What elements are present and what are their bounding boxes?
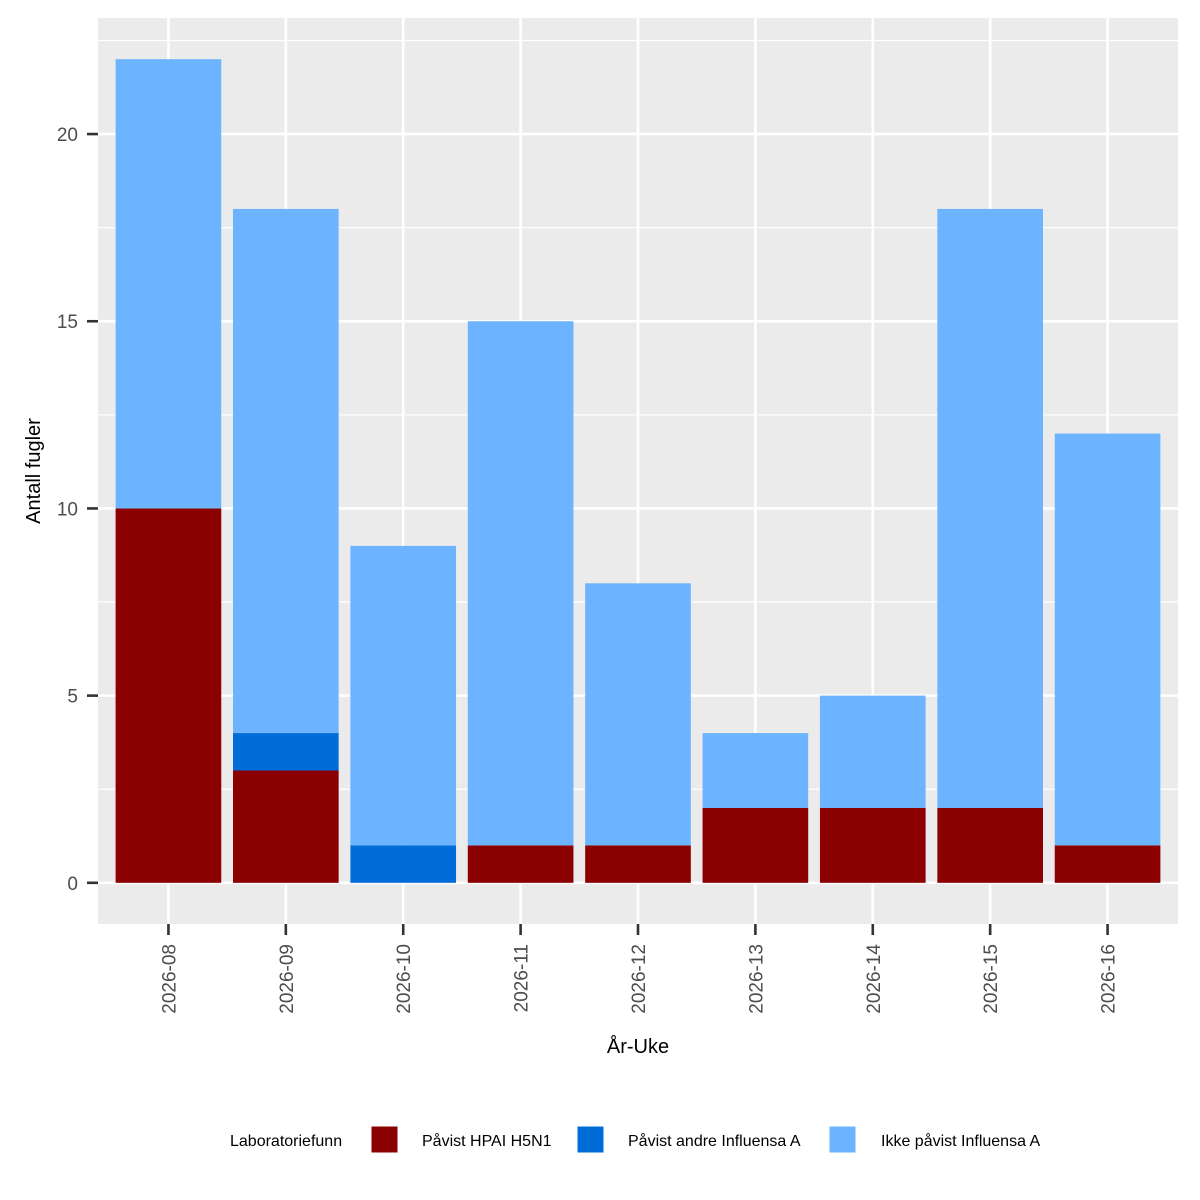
bar-2026-09-p-vist-hpai-h5n1: [233, 770, 339, 883]
bar-2026-15-p-vist-hpai-h5n1: [937, 807, 1043, 883]
bar-2026-14-p-vist-hpai-h5n1: [819, 807, 926, 883]
bar-2026-13-p-vist-hpai-h5n1: [702, 807, 809, 883]
x-tick-label: 2026-09: [277, 944, 298, 1014]
bar-2026-09-p-vist-andre-influensa-a: [233, 733, 339, 771]
bar-2026-11-p-vist-hpai-h5n1: [467, 845, 574, 883]
bar-2026-16-p-vist-hpai-h5n1: [1054, 845, 1161, 883]
legend-key-ikke-p-vist-influensa-a: [828, 1125, 857, 1154]
bar-2026-11-ikke-p-vist-influensa-a: [467, 321, 574, 846]
legend-title: Laboratoriefunn: [230, 1133, 342, 1150]
bar-2026-12-p-vist-hpai-h5n1: [585, 845, 691, 883]
y-tick-label: 5: [67, 687, 78, 708]
bar-2026-09-ikke-p-vist-influensa-a: [233, 208, 339, 734]
y-tick-label: 0: [67, 874, 78, 895]
bar-2026-16-ikke-p-vist-influensa-a: [1054, 433, 1161, 846]
bar-2026-10-p-vist-andre-influensa-a: [350, 845, 457, 883]
x-axis-title: År-Uke: [607, 1035, 669, 1058]
legend: Laboratoriefunn Påvist HPAI H5N1 Påvist a…: [230, 1125, 1041, 1154]
x-tick-label: 2026-15: [981, 944, 1002, 1014]
x-tick-label: 2026-08: [159, 944, 180, 1014]
y-tick-label: 15: [57, 312, 78, 333]
bar-2026-12-ikke-p-vist-influensa-a: [585, 583, 691, 846]
x-tick-label: 2026-11: [512, 944, 533, 1012]
y-axis-title: Antall fugler: [23, 418, 45, 524]
bar-2026-13-ikke-p-vist-influensa-a: [702, 733, 809, 808]
bar-2026-10-ikke-p-vist-influensa-a: [350, 545, 457, 846]
x-tick-label: 2026-16: [1099, 944, 1120, 1014]
bar-2026-14-ikke-p-vist-influensa-a: [819, 695, 926, 808]
bar-2026-15-ikke-p-vist-influensa-a: [937, 208, 1043, 808]
x-tick-label: 2026-10: [394, 944, 415, 1014]
x-tick-label: 2026-13: [746, 944, 767, 1014]
legend-label-ikke-p-vist-influensa-a: Ikke påvist Influensa A: [881, 1132, 1041, 1150]
legend-label-p-vist-andre-influensa-a: Påvist andre Influensa A: [628, 1132, 801, 1150]
x-tick-label: 2026-14: [864, 944, 885, 1014]
x-axis: 2026-08 2026-09 2026-10 2026-11 2026-12 2026-…: [159, 924, 1120, 1014]
bar-2026-08-ikke-p-vist-influensa-a: [115, 59, 222, 509]
bars: [115, 59, 1161, 883]
y-tick-label: 20: [57, 125, 78, 146]
legend-key-p-vist-hpai-h5n1: [370, 1125, 399, 1154]
x-tick-label: 2026-12: [629, 944, 650, 1014]
legend-key-p-vist-andre-influensa-a: [576, 1125, 605, 1154]
bar-2026-08-p-vist-hpai-h5n1: [115, 508, 222, 883]
y-tick-label: 10: [57, 499, 78, 520]
legend-label-p-vist-hpai-h5n1: Påvist HPAI H5N1: [422, 1132, 552, 1150]
y-axis: 0 5 10 15 20: [57, 125, 98, 895]
